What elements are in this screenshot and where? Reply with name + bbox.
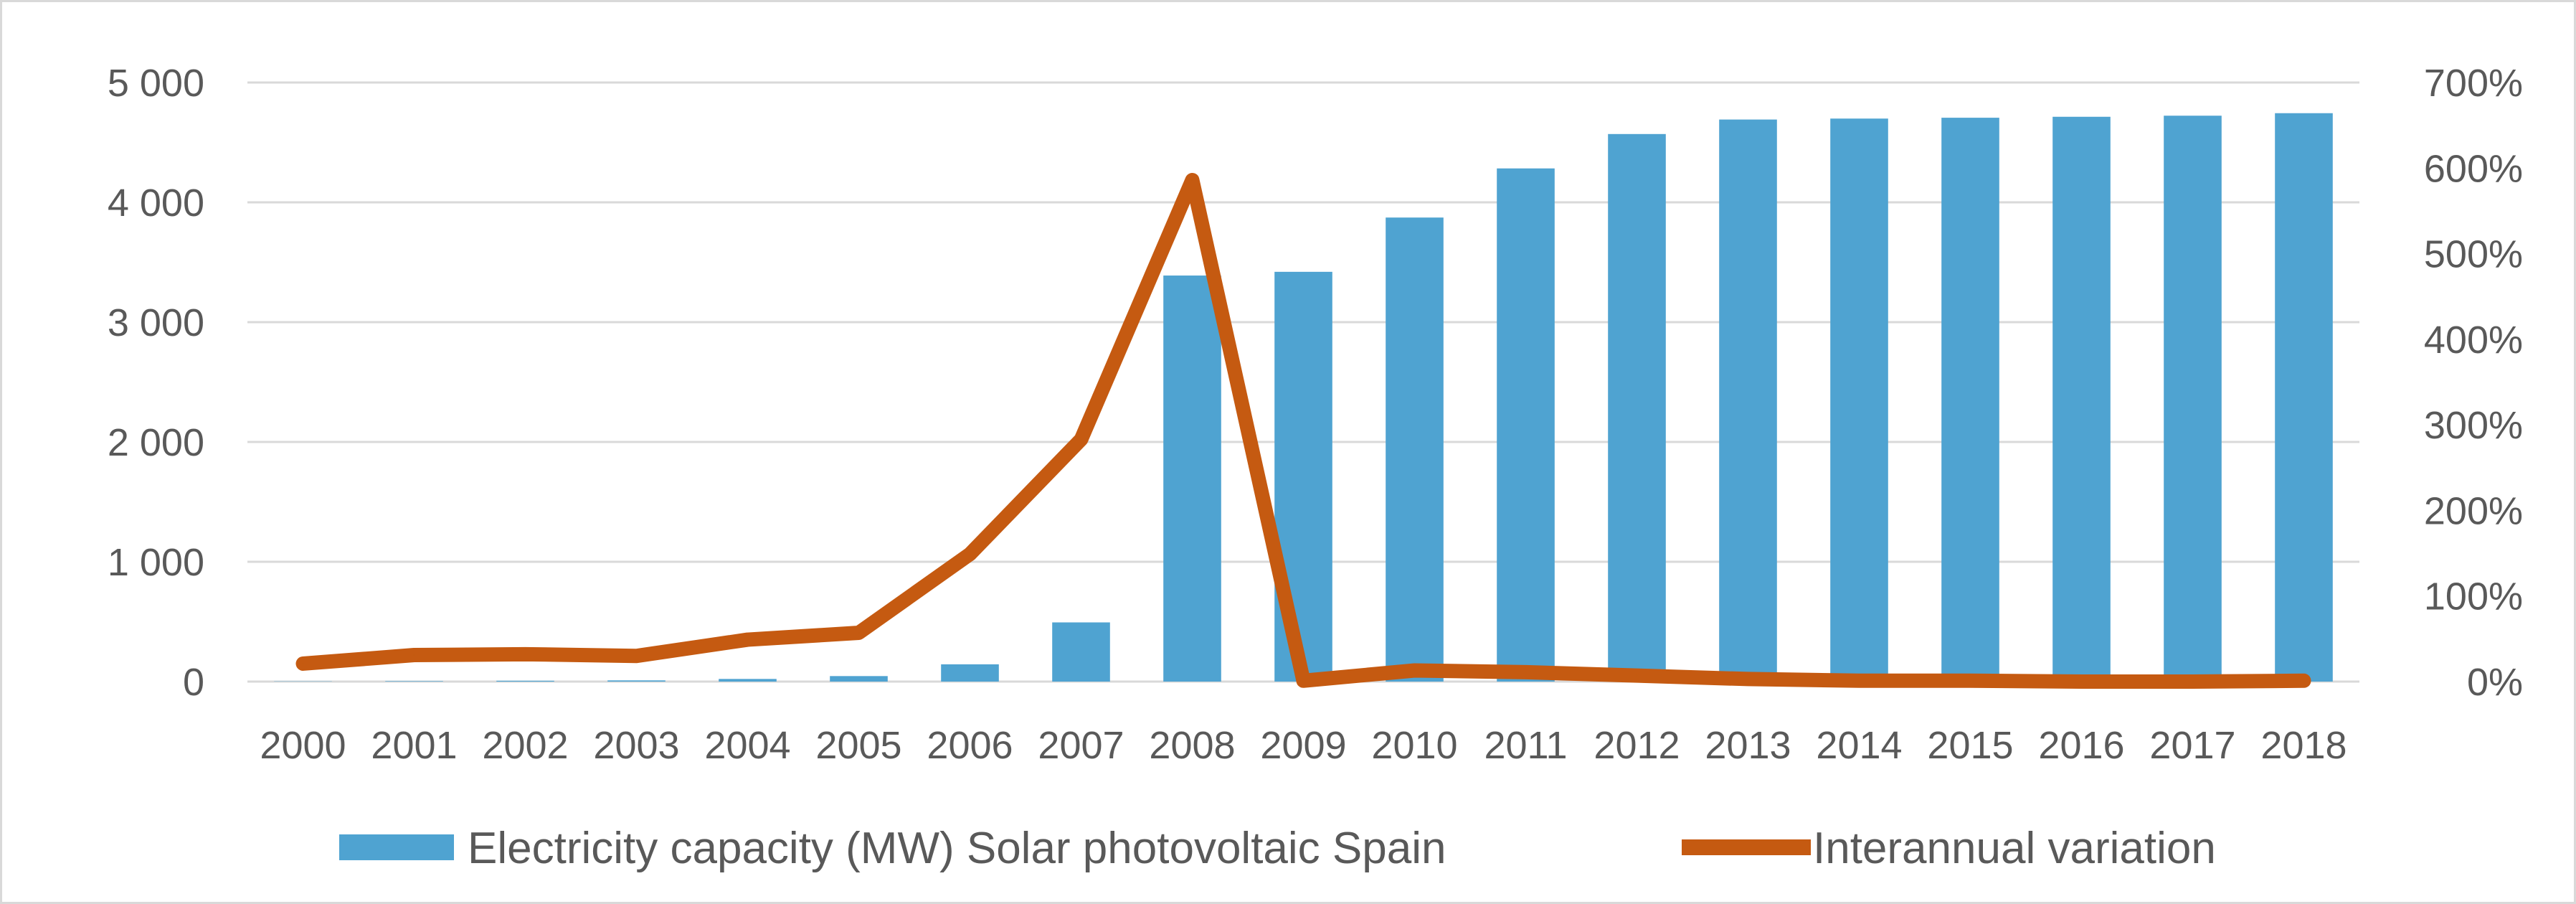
bar	[1052, 622, 1110, 682]
right-tick-label: 600%	[2424, 147, 2523, 190]
line-point	[1302, 679, 1304, 682]
x-tick-label: 2005	[815, 724, 901, 767]
line-point	[1191, 179, 1193, 181]
x-tick-label: 2010	[1371, 724, 1457, 767]
x-tick-label: 2014	[1816, 724, 1902, 767]
line-point	[2303, 679, 2305, 682]
right-tick-label: 700%	[2424, 62, 2523, 105]
x-axis-ticks: 2000 2001 2002 2003 2004 2005 2006 2007 2008 2009…	[260, 724, 2347, 767]
x-tick-label: 2001	[371, 724, 457, 767]
right-tick-label: 100%	[2424, 575, 2523, 618]
x-tick-label: 2002	[482, 724, 568, 767]
bar-series	[274, 113, 2333, 682]
bar	[2052, 116, 2111, 682]
bar	[719, 679, 777, 682]
line-point	[747, 639, 749, 641]
bar	[2275, 113, 2333, 682]
bar	[2164, 116, 2222, 682]
left-axis-ticks: 0 1 000 2 000 3 000 4 000 5 000	[108, 62, 204, 704]
line-point	[1858, 679, 1860, 682]
left-tick-label: 4 000	[108, 182, 204, 225]
left-tick-label: 0	[183, 661, 204, 704]
x-tick-label: 2004	[704, 724, 790, 767]
bar	[607, 680, 666, 682]
bar	[1163, 276, 1221, 682]
bar	[1608, 133, 1666, 682]
x-tick-label: 2013	[1705, 724, 1791, 767]
left-tick-label: 1 000	[108, 541, 204, 584]
line-point	[1969, 679, 1971, 682]
left-tick-label: 5 000	[108, 62, 204, 105]
line-point	[1525, 671, 1527, 673]
bar	[1830, 118, 1888, 682]
x-tick-label: 2018	[2260, 724, 2347, 767]
line-point	[1414, 669, 1416, 672]
line-point	[2080, 681, 2083, 682]
line-point	[2192, 681, 2194, 682]
right-axis-ticks: 0% 100% 200% 300% 400% 500% 600% 700%	[2424, 62, 2523, 704]
x-tick-label: 2016	[2038, 724, 2124, 767]
right-tick-label: 200%	[2424, 489, 2523, 532]
x-tick-label: 2011	[1484, 724, 1567, 767]
x-tick-label: 2008	[1149, 724, 1235, 767]
legend-bar-label: Electricity capacity (MW) Solar photovol…	[468, 824, 1446, 873]
line-point	[1747, 678, 1749, 680]
x-tick-label: 2003	[593, 724, 679, 767]
x-tick-label: 2009	[1260, 724, 1346, 767]
right-tick-label: 500%	[2424, 233, 2523, 276]
bar	[1941, 118, 1999, 682]
right-tick-label: 400%	[2424, 319, 2523, 362]
x-tick-label: 2017	[2149, 724, 2235, 767]
legend-line-label: Interannual variation	[1813, 824, 2216, 873]
legend-bar-swatch	[339, 834, 454, 860]
bar	[1386, 217, 1444, 682]
line-point	[858, 632, 860, 634]
left-tick-label: 2 000	[108, 421, 204, 464]
line-point	[524, 653, 526, 655]
line-series	[295, 172, 2311, 689]
x-tick-label: 2000	[260, 724, 346, 767]
x-tick-label: 2015	[1927, 724, 2013, 767]
bar	[1719, 119, 1777, 682]
x-tick-label: 2012	[1594, 724, 1680, 767]
line-point	[635, 655, 638, 657]
bar	[385, 681, 443, 682]
x-tick-label: 2007	[1038, 724, 1124, 767]
bar	[1497, 168, 1555, 682]
line-point	[1080, 438, 1082, 441]
right-tick-label: 300%	[2424, 404, 2523, 447]
line-point	[969, 553, 971, 555]
bar	[941, 664, 999, 682]
left-tick-label: 3 000	[108, 301, 204, 344]
x-tick-label: 2006	[927, 724, 1013, 767]
line-point	[302, 662, 304, 664]
line-point	[413, 654, 415, 656]
bar	[496, 680, 554, 682]
legend: Electricity capacity (MW) Solar photovol…	[339, 824, 2216, 873]
line-point	[1636, 674, 1638, 677]
right-tick-label: 0%	[2467, 661, 2523, 704]
bar	[830, 676, 888, 682]
